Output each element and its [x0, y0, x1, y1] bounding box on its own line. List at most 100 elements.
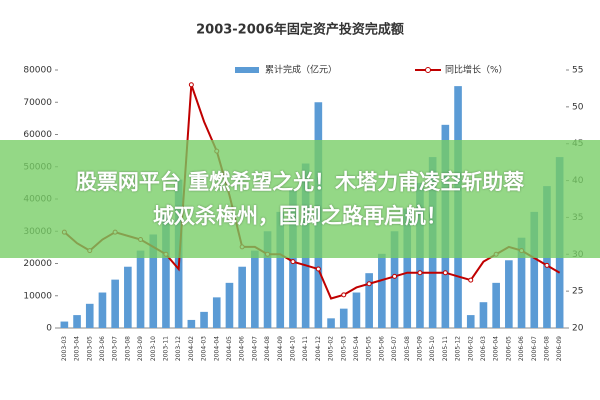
- x-tick-label: 2005-06: [378, 336, 385, 361]
- y-tick-label: 0: [46, 324, 52, 334]
- line-marker: [366, 281, 372, 287]
- banner-line: 股票网平台 重燃希望之光！木塔力甫凌空斩助蓉: [75, 170, 525, 194]
- x-tick-label: 2003-10: [150, 336, 157, 361]
- bar: [390, 231, 399, 328]
- bar: [339, 308, 348, 328]
- x-tick-label: 2006-05: [505, 336, 512, 361]
- line-marker: [442, 270, 448, 276]
- y-tick-label: 70000: [23, 98, 52, 108]
- x-tick-label: 2005-12: [455, 336, 462, 361]
- x-tick-label: 2005-04: [353, 336, 360, 361]
- x-tick-label: 2006-03: [480, 336, 487, 361]
- banner: 股票网平台 重燃希望之光！木塔力甫凌空斩助蓉 城双杀梅州，国脚之路再启航！: [0, 140, 600, 258]
- bar: [200, 311, 208, 328]
- bar: [111, 279, 119, 328]
- legend-label: 同比增长（%）: [445, 64, 508, 76]
- bar: [73, 315, 81, 328]
- bar: [505, 260, 513, 328]
- x-tick-label: 2004-02: [188, 336, 195, 361]
- x-tick-label: 2005-09: [416, 336, 423, 361]
- x-tick-label: 2004-08: [264, 336, 271, 361]
- bar: [60, 321, 69, 328]
- x-tick-label: 2004-10: [289, 336, 296, 361]
- line-marker: [544, 262, 550, 268]
- bar: [136, 250, 145, 328]
- bar: [327, 318, 335, 328]
- x-tick-label: 2006-09: [556, 336, 563, 361]
- bar: [149, 234, 158, 328]
- bar: [517, 237, 526, 328]
- bar: [187, 319, 196, 328]
- x-tick-label: 2003-04: [74, 336, 81, 361]
- y2-tick-label: 25: [572, 287, 583, 297]
- x-tick-label: 2003-03: [61, 336, 68, 361]
- x-tick-label: 2004-12: [315, 336, 322, 361]
- x-tick-label: 2005-07: [391, 336, 398, 361]
- x-tick-label: 2004-09: [277, 336, 284, 361]
- y-tick-label: 10000: [23, 291, 52, 301]
- bar: [492, 282, 500, 328]
- x-tick-label: 2004-04: [213, 336, 220, 361]
- banner-line: 城双杀梅州，国脚之路再启航！: [153, 204, 447, 228]
- line-marker: [315, 266, 321, 272]
- x-tick-label: 2005-08: [404, 336, 411, 361]
- bar: [530, 211, 539, 328]
- bar: [162, 215, 170, 328]
- line-marker: [392, 273, 398, 279]
- line-marker: [468, 277, 474, 283]
- line-marker: [417, 270, 423, 276]
- bar: [352, 292, 361, 328]
- bar: [276, 211, 285, 328]
- bar: [124, 266, 132, 328]
- x-tick-label: 2006-04: [493, 336, 500, 361]
- y-tick-label: 80000: [23, 66, 52, 76]
- bar: [98, 292, 107, 328]
- bar: [289, 189, 297, 328]
- bar: [238, 266, 246, 328]
- legend-label: 累计完成（亿元）: [265, 64, 337, 76]
- y-tick-label: 20000: [23, 259, 52, 269]
- bar: [251, 250, 259, 328]
- line-marker: [341, 292, 347, 298]
- bar: [479, 302, 488, 328]
- bar: [365, 273, 373, 328]
- x-tick-label: 2003-06: [99, 336, 106, 361]
- bar: [225, 282, 234, 328]
- chart-title: 2003-2006年固定资产投资完成额: [196, 22, 404, 38]
- legend-swatch: [235, 67, 259, 73]
- x-tick-label: 2004-07: [251, 336, 258, 361]
- y-tick-label: 60000: [23, 130, 52, 140]
- x-tick-label: 2003-12: [175, 336, 182, 361]
- x-tick-label: 2005-05: [366, 336, 373, 361]
- x-tick-label: 2006-02: [467, 336, 474, 361]
- x-tick-label: 2005-03: [340, 336, 347, 361]
- bar: [85, 303, 94, 328]
- x-tick-label: 2003-09: [137, 336, 144, 361]
- bar: [263, 231, 272, 328]
- x-tick-label: 2005-11: [442, 336, 449, 361]
- bar: [466, 315, 475, 328]
- x-tick-label: 2006-07: [531, 336, 538, 361]
- x-tick-label: 2005-10: [429, 336, 436, 361]
- bar: [403, 208, 412, 328]
- y2-tick-label: 55: [572, 66, 583, 76]
- bar: [378, 253, 386, 328]
- y2-tick-label: 20: [572, 324, 584, 334]
- x-tick-label: 2003-11: [162, 336, 169, 361]
- x-tick-label: 2003-07: [112, 336, 119, 361]
- y2-tick-label: 50: [572, 102, 584, 112]
- x-tick-label: 2004-05: [226, 336, 233, 361]
- x-tick-label: 2006-08: [543, 336, 550, 361]
- x-tick-label: 2006-06: [518, 336, 525, 361]
- x-tick-label: 2003-08: [124, 336, 131, 361]
- x-tick-label: 2003-05: [86, 336, 93, 361]
- line-marker: [290, 259, 296, 265]
- x-tick-label: 2004-11: [302, 336, 309, 361]
- x-tick-label: 2004-06: [239, 336, 246, 361]
- x-tick-label: 2004-03: [201, 336, 208, 361]
- line-marker: [188, 82, 194, 88]
- bar: [212, 297, 221, 328]
- x-tick-label: 2005-02: [328, 336, 335, 361]
- legend-marker: [425, 67, 431, 73]
